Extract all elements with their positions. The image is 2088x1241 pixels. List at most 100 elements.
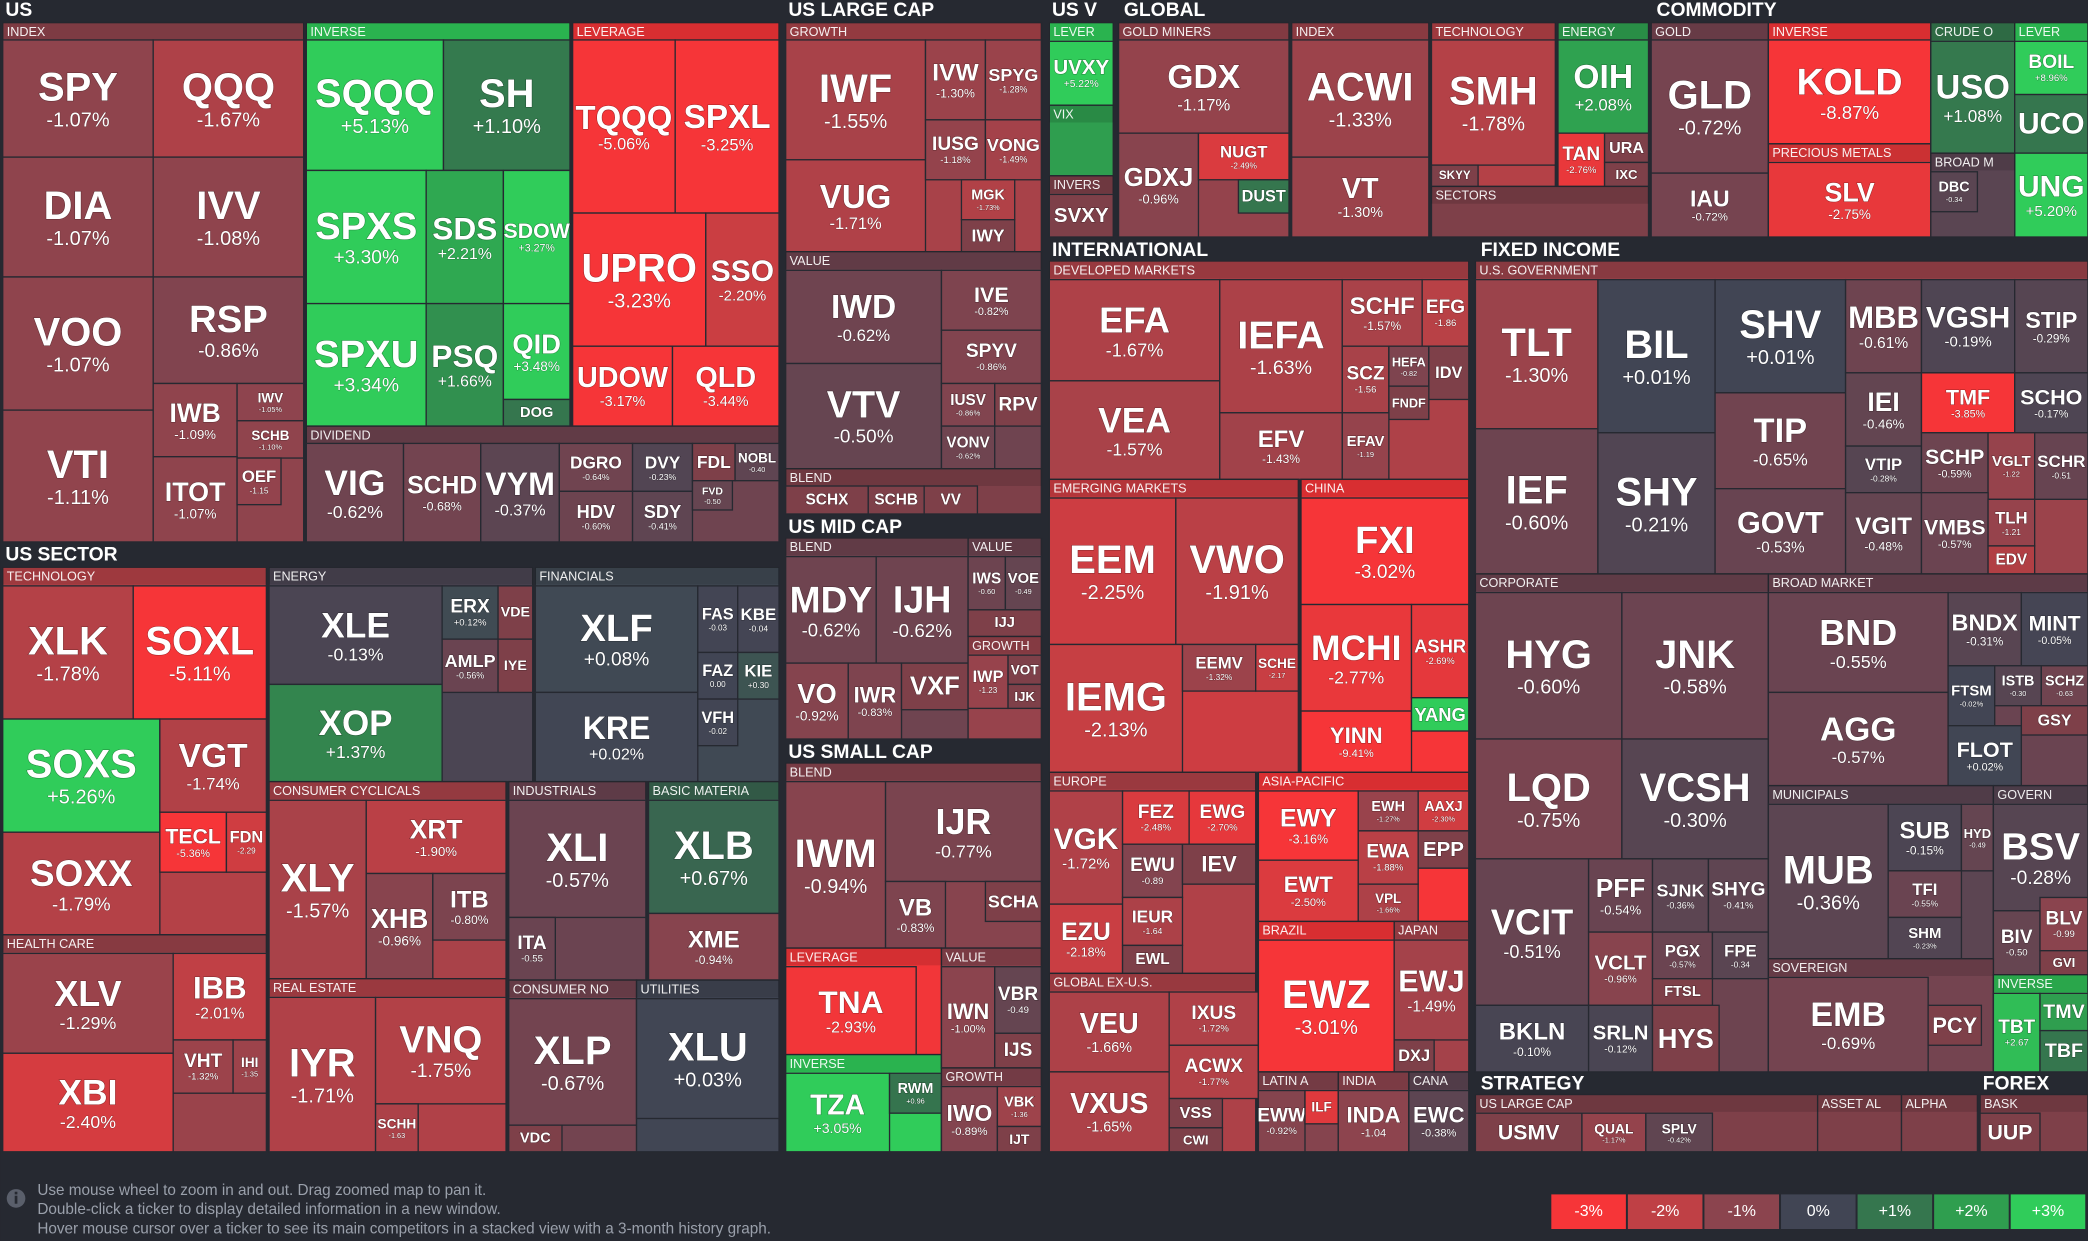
tile[interactable]: VONV-0.62% <box>940 425 996 470</box>
ticker[interactable]: VNQ <box>399 1018 483 1062</box>
ticker[interactable]: SHYG <box>1711 879 1766 901</box>
ticker[interactable]: IXC <box>1615 166 1639 182</box>
ticker[interactable]: USO <box>1935 68 2011 107</box>
tile[interactable]: BOIL+8.96% <box>2014 40 2088 96</box>
ticker[interactable]: XRT <box>409 814 463 845</box>
tile-box[interactable] <box>1960 803 1995 872</box>
ticker[interactable]: FXI <box>1355 519 1416 563</box>
tile-box[interactable] <box>1987 498 2036 547</box>
change[interactable]: +3.30% <box>333 247 399 269</box>
tile-box[interactable] <box>1767 39 1932 145</box>
tile-box[interactable] <box>558 442 634 493</box>
ticker[interactable]: IJJ <box>994 615 1015 632</box>
tile[interactable]: SCHD-0.68% <box>402 442 482 543</box>
ticker[interactable]: IYR <box>288 1041 356 1086</box>
ticker[interactable]: IJT <box>1009 1131 1031 1148</box>
change[interactable]: -0.82 <box>1400 368 1418 378</box>
tile[interactable]: UCO <box>2014 93 2088 154</box>
ticker[interactable]: IWR <box>853 682 897 708</box>
tile-box[interactable] <box>1357 883 1419 923</box>
tile[interactable]: FVD-0.50 <box>691 480 734 511</box>
tile[interactable]: BND-0.55% <box>1767 591 1949 694</box>
change[interactable]: -2.25% <box>1081 582 1145 605</box>
tile-box[interactable] <box>232 1039 268 1094</box>
tile[interactable]: SHM-0.23% <box>1887 916 1963 960</box>
tile-box[interactable] <box>1388 345 1430 387</box>
change[interactable]: -0.05% <box>2037 634 2072 647</box>
ticker[interactable]: TLH <box>1995 508 2029 528</box>
tile[interactable]: MUB-0.36% <box>1767 803 1889 960</box>
tile[interactable]: VV <box>923 485 979 515</box>
tile[interactable]: SVXY <box>1048 193 1114 238</box>
tile-box[interactable] <box>2040 665 2088 707</box>
tile-box[interactable] <box>647 799 780 915</box>
tile-box[interactable] <box>1767 803 1889 960</box>
change[interactable]: -0.62% <box>892 620 953 642</box>
change[interactable]: -0.23% <box>1913 941 1938 951</box>
tile-box[interactable] <box>1048 380 1221 481</box>
tile-box[interactable] <box>691 442 736 482</box>
tile-box[interactable] <box>1844 372 1923 447</box>
ticker[interactable]: SHM <box>1908 925 1942 942</box>
tile[interactable]: VCSH-0.30% <box>1621 738 1770 860</box>
ticker[interactable]: XLV <box>54 972 122 1014</box>
ticker[interactable]: TZA <box>810 1088 866 1121</box>
ticker[interactable]: IVW <box>932 59 980 87</box>
tile-box[interactable] <box>994 966 1043 1034</box>
ticker[interactable]: VIG <box>324 462 386 503</box>
ticker[interactable]: XOP <box>318 703 393 743</box>
ticker[interactable]: IEF <box>1505 468 1568 513</box>
change[interactable]: +3.05% <box>813 1120 862 1137</box>
tile[interactable]: IHI-1.35 <box>232 1039 268 1094</box>
ticker[interactable]: EFG <box>1425 297 1465 319</box>
tile-box[interactable] <box>1927 1004 1983 1046</box>
ticker[interactable]: VONV <box>946 434 991 452</box>
tile-box[interactable] <box>888 1072 943 1114</box>
ticker[interactable]: IEUR <box>1131 906 1174 927</box>
tile-box[interactable] <box>1417 790 1470 832</box>
tile[interactable]: SHY-0.21% <box>1597 432 1716 575</box>
tile-box[interactable] <box>1767 691 1949 787</box>
tile[interactable]: IEF-0.60% <box>1474 428 1599 575</box>
ticker[interactable]: CWI <box>1182 1132 1209 1148</box>
change[interactable]: -0.57% <box>545 869 610 892</box>
change[interactable]: -0.60% <box>1517 676 1581 699</box>
tile-box[interactable] <box>647 912 780 981</box>
tile[interactable]: SPYV-0.86% <box>940 329 1043 385</box>
tile[interactable]: IEI-0.46% <box>1844 372 1923 447</box>
tile[interactable]: IJH-0.62% <box>875 555 969 664</box>
tile[interactable]: IVW-1.30% <box>924 39 987 121</box>
tile-box[interactable] <box>497 638 534 694</box>
ticker[interactable]: IHI <box>241 1055 259 1071</box>
tile[interactable]: SCHO-0.17% <box>2014 372 2088 434</box>
ticker[interactable]: EWZ <box>1281 972 1371 1017</box>
change[interactable]: -1.75% <box>410 1061 472 1083</box>
tile[interactable]: HYS <box>1651 1004 1720 1073</box>
change[interactable]: -0.31% <box>1966 635 2004 649</box>
ticker[interactable]: SCHD <box>407 472 478 500</box>
change[interactable]: -3.02% <box>1354 561 1416 583</box>
change[interactable]: -0.51% <box>1503 942 1561 963</box>
ticker[interactable]: YINN <box>1329 723 1383 749</box>
tile[interactable]: TMF-3.85% <box>1920 372 2016 434</box>
ticker[interactable]: DGRO <box>569 452 622 473</box>
change[interactable]: -1.07% <box>46 109 110 132</box>
change[interactable]: -2.17 <box>1268 670 1286 680</box>
tile-box[interactable] <box>2 409 154 543</box>
change[interactable]: -0.12% <box>1604 1044 1637 1056</box>
tile-box[interactable] <box>305 39 445 172</box>
ticker[interactable]: TFI <box>1912 879 1938 899</box>
tile-box[interactable] <box>1714 278 1847 394</box>
change[interactable]: -0.36% <box>1666 900 1695 911</box>
change[interactable]: -0.21% <box>1624 514 1689 537</box>
ticker[interactable]: HYD <box>1963 825 1992 841</box>
ticker[interactable]: UVXY <box>1053 56 1110 80</box>
tile-box[interactable] <box>1300 497 1470 606</box>
tile[interactable]: VOT <box>1007 654 1043 686</box>
tile[interactable]: IJJ <box>967 609 1043 638</box>
change[interactable]: -0.60 <box>978 587 996 597</box>
tile[interactable]: EFG-1.86 <box>1421 278 1470 347</box>
tile-box[interactable] <box>1650 172 1770 238</box>
tile-box[interactable] <box>785 780 887 949</box>
tile[interactable]: XLV-1.29% <box>2 952 174 1054</box>
